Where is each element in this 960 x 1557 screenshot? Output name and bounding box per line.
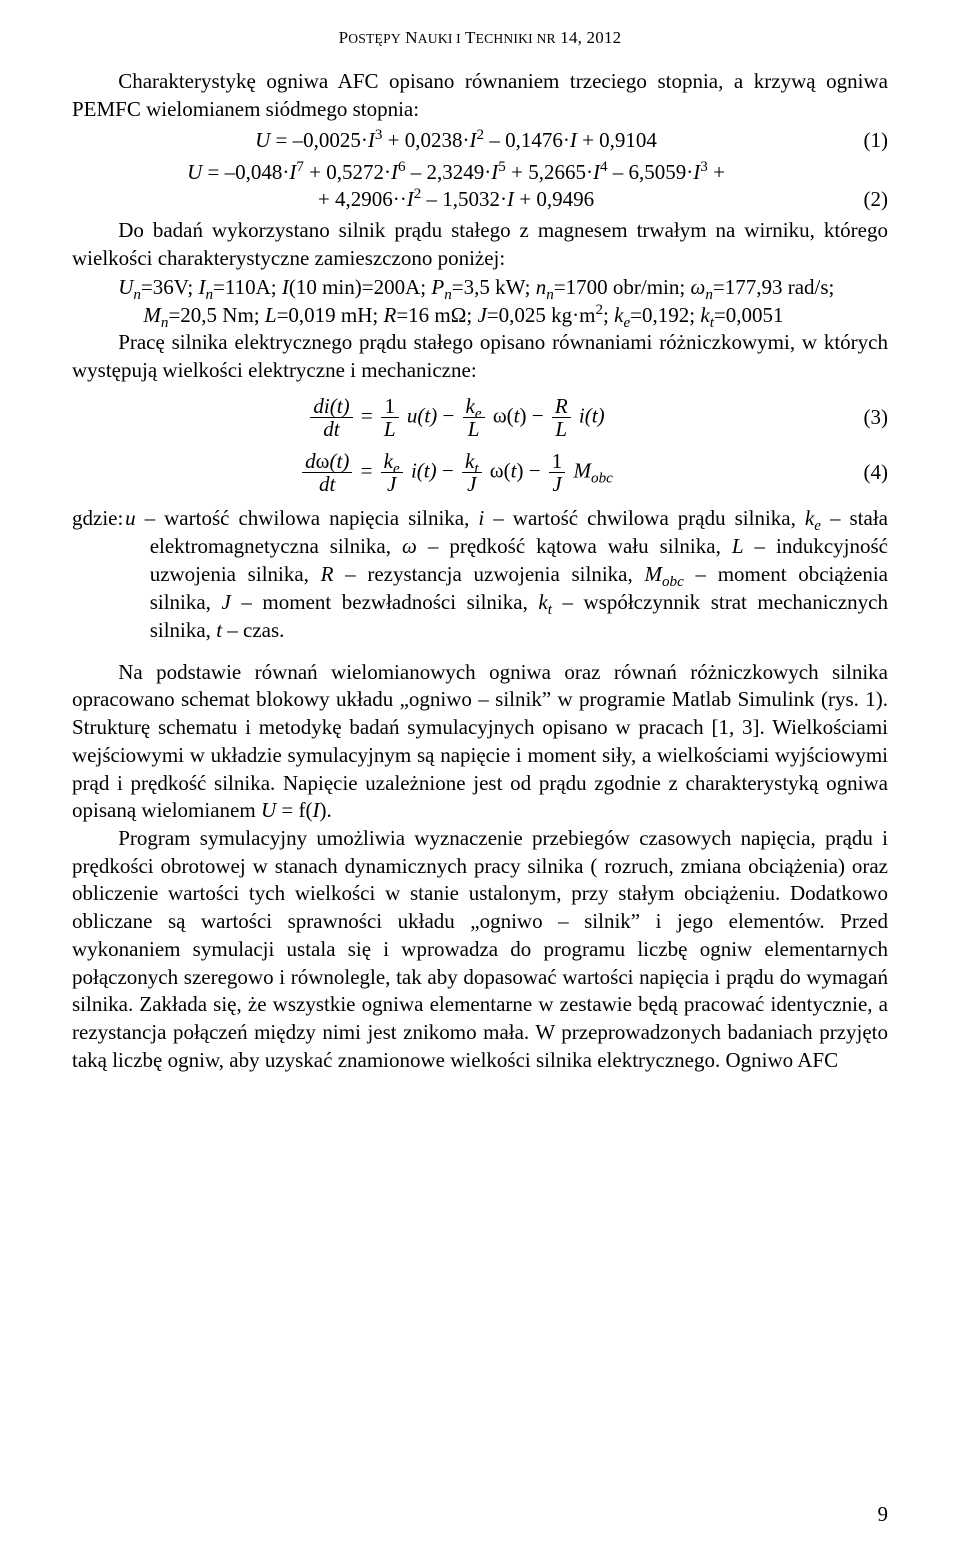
para-text: Do badań wykorzystano silnik prądu stałe… — [72, 217, 888, 272]
eq2-number: (2) — [840, 186, 888, 213]
parameters-line-2: Mn=20,5 Nm; L=0,019 mH; R=16 mΩ; J=0,025… — [72, 301, 888, 329]
eq1-text: U = –0,0025·I3 + 0,0238·I2 – 0,1476·I + … — [72, 127, 840, 154]
page-container: POSTĘPY NAUKI I TECHNIKI NR 14, 2012 Cha… — [0, 0, 960, 1557]
eq3-number: (3) — [840, 404, 888, 431]
para-text: Pracę silnika elektrycznego prądu stałeg… — [72, 329, 888, 384]
eq4-body: dω(t)dt = keJ i(t) − ktJ ω(t) − 1J Mobc — [72, 450, 840, 495]
paragraph-4: Na podstawie równań wielomianowych ogniw… — [72, 659, 888, 825]
eq1-number: (1) — [840, 127, 888, 154]
equation-1: U = –0,0025·I3 + 0,0238·I2 – 0,1476·I + … — [72, 127, 888, 154]
running-head: POSTĘPY NAUKI I TECHNIKI NR 14, 2012 — [72, 28, 888, 48]
eq2-line2: + 4,2906··I2 – 1,5032·I + 0,9496 — [72, 186, 840, 213]
para-text: Na podstawie równań wielomianowych ogniw… — [72, 659, 888, 825]
paragraph-3: Pracę silnika elektrycznego prądu stałeg… — [72, 329, 888, 384]
paragraph-5: Program symulacyjny umożliwia wyznaczeni… — [72, 825, 888, 1074]
eq3-body: di(t)dt = 1L u(t) − keL ω(t) − RL i(t) — [72, 395, 840, 440]
eq2-line1: U = –0,048·I7 + 0,5272·I6 – 2,3249·I5 + … — [72, 159, 840, 186]
page-number: 9 — [878, 1502, 889, 1527]
where-text: gdzie: u – wartość chwilowa napięcia sil… — [72, 505, 888, 645]
equation-2: U = –0,048·I7 + 0,5272·I6 – 2,3249·I5 + … — [72, 159, 888, 214]
paragraph-2: Do badań wykorzystano silnik prądu stałe… — [72, 217, 888, 272]
eq4-number: (4) — [840, 459, 888, 486]
equation-4: dω(t)dt = keJ i(t) − ktJ ω(t) − 1J Mobc … — [72, 450, 888, 495]
paragraph-1: Charakterystykę ogniwa AFC opisano równa… — [72, 68, 888, 123]
where-definitions: gdzie: u – wartość chwilowa napięcia sil… — [72, 505, 888, 645]
equation-3: di(t)dt = 1L u(t) − keL ω(t) − RL i(t) (… — [72, 395, 888, 440]
para-text: Charakterystykę ogniwa AFC opisano równa… — [72, 68, 888, 123]
para-text: Program symulacyjny umożliwia wyznaczeni… — [72, 825, 888, 1074]
parameters-line-1: Un=36V; In=110A; I(10 min)=200A; Pn=3,5 … — [72, 273, 888, 301]
